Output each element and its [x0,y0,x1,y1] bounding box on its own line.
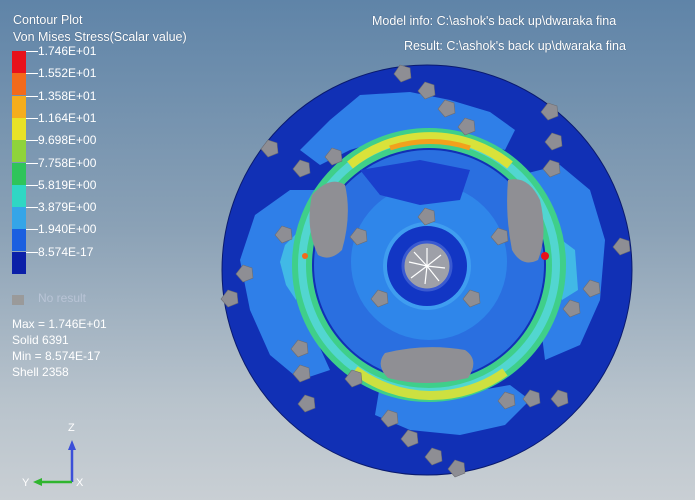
legend-value-label: 1.552E+01 [38,66,97,81]
legend-tick [26,229,38,231]
legend-color-swatch [12,251,26,274]
legend-tick [26,95,38,97]
legend-tick [26,162,38,164]
legend-value-label: 1.358E+01 [38,88,97,103]
legend-value-label: 1.164E+01 [38,110,97,125]
max-element: Solid 6391 [12,333,69,347]
slot-left [309,181,348,258]
legend-value-label: 8.574E-17 [38,244,94,259]
plot-title: Contour Plot [13,13,83,27]
legend-color-swatch [12,117,26,140]
model-info: Model info: C:\ashok's back up\dwaraka f… [372,14,617,28]
legend-value-label: 9.698E+00 [38,133,97,148]
legend-tick [26,51,38,52]
legend-value-label: 5.819E+00 [38,177,97,192]
hub-dark-region [360,160,470,205]
hot-spot-red [302,253,308,259]
legend-tick [26,207,38,209]
hot-spot-red [541,252,549,260]
legend-color-swatch [12,95,26,118]
no-result-swatch [12,295,24,305]
legend-tick [26,140,38,142]
hub-spline [408,248,446,285]
legend-color-swatch [12,162,26,185]
legend-tick [26,251,38,253]
max-value: Max = 1.746E+01 [12,317,107,331]
legend-tick [26,117,38,119]
legend-tick [26,184,38,186]
legend-value-label: 1.940E+00 [38,222,97,237]
stress-region-light [300,92,515,165]
min-value: Min = 8.574E-17 [12,349,101,363]
legend-color-swatch [12,184,26,207]
legend-color-swatch [12,51,26,73]
legend-value-label: 3.879E+00 [38,200,97,215]
stress-hotspot-yellow [352,366,508,401]
slot-bottom [380,347,474,383]
legend-tick [26,73,38,75]
legend-color-swatch [12,140,26,163]
slot-right [507,179,544,263]
stress-hotspot-yellow [347,132,513,169]
legend-value-label: 1.746E+01 [38,44,97,58]
result-info: Result: C:\ashok's back up\dwaraka fina [404,39,626,53]
stress-hotspot-orange [389,139,471,151]
legend-color-swatch [12,73,26,96]
min-element: Shell 2358 [12,365,69,379]
result-type-label: Von Mises Stress(Scalar value) [13,30,187,44]
legend-color-swatch [12,207,26,230]
legend-value-label: 7.758E+00 [38,155,97,170]
legend-color-swatch [12,229,26,252]
bolt-nodes [220,64,631,478]
no-result-label: No result [38,291,87,305]
